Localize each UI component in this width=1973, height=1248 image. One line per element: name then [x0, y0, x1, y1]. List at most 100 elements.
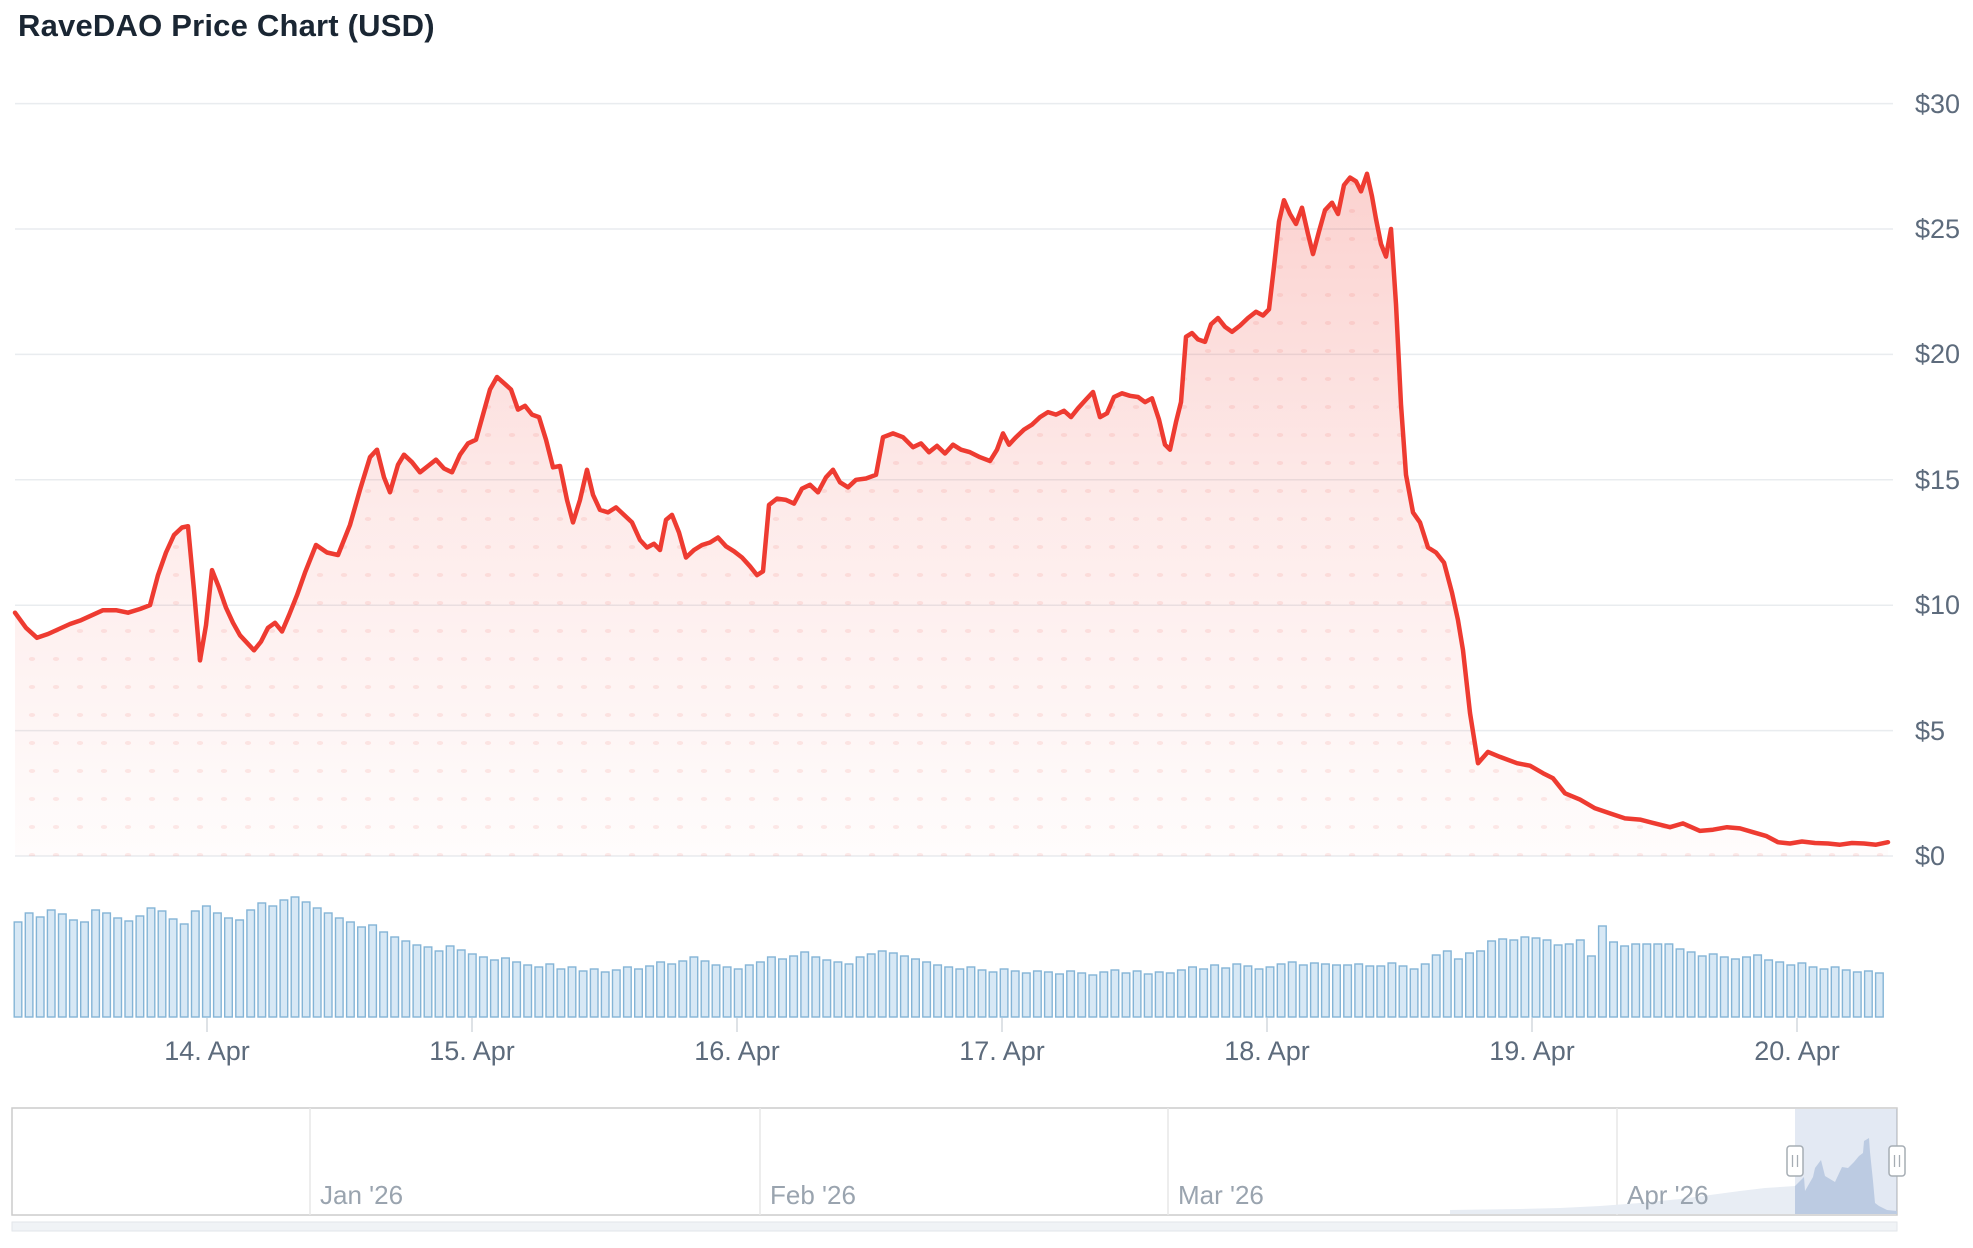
volume-bar [1852, 971, 1862, 1018]
volume-bar [1664, 943, 1674, 1018]
volume-bar [711, 964, 721, 1018]
volume-bar [434, 950, 444, 1018]
volume-bar [1143, 973, 1153, 1018]
volume-bar [600, 971, 610, 1018]
volume-bar [700, 960, 710, 1018]
volume-bar [1453, 958, 1463, 1018]
navigator-handle-right[interactable] [1888, 1145, 1906, 1177]
volume-bar [1409, 968, 1419, 1018]
volume-bar [523, 964, 533, 1018]
volume-bar [46, 909, 56, 1018]
price-line-series[interactable] [12, 171, 1891, 847]
y-axis-label: $30 [1915, 88, 1961, 119]
volume-bar [578, 970, 588, 1018]
volume-bar [1365, 965, 1375, 1018]
volume-bar [1066, 970, 1076, 1018]
navigator-month-label: Apr '26 [1627, 1180, 1709, 1210]
volume-bar [179, 923, 189, 1018]
handle-grip-body[interactable] [1786, 1145, 1804, 1177]
volume-bar [423, 946, 433, 1018]
volume-bar [412, 944, 422, 1018]
volume-bar [57, 913, 67, 1018]
volume-bar [1819, 968, 1829, 1018]
volume-bar [667, 963, 677, 1018]
volume-bar [79, 921, 89, 1018]
volume-bar [1531, 937, 1541, 1018]
volume-bar [1476, 950, 1486, 1018]
volume-bar [1464, 952, 1474, 1018]
volume-bar [146, 907, 156, 1018]
volume-bar [1121, 972, 1131, 1018]
volume-bar [246, 909, 256, 1018]
x-axis-label: 14. Apr [164, 1036, 250, 1066]
volume-bar [212, 912, 222, 1018]
volume-bar [1874, 972, 1884, 1018]
volume-bar [1187, 966, 1197, 1018]
volume-bar [13, 921, 23, 1018]
volume-bar [966, 966, 976, 1018]
volume-bar [1487, 940, 1497, 1018]
volume-bar [645, 965, 655, 1018]
volume-bar [1254, 968, 1264, 1018]
volume-bar [312, 907, 322, 1018]
volume-bar [1675, 948, 1685, 1018]
volume-bar [1708, 953, 1718, 1018]
volume-bar [279, 899, 289, 1018]
volume-bar [467, 953, 477, 1018]
volume-bar [1010, 970, 1020, 1018]
volume-bar [933, 964, 943, 1018]
volume-bar [1343, 964, 1353, 1018]
navigator-outline[interactable] [11, 1107, 1898, 1216]
volume-bar [988, 971, 998, 1018]
volume-bar [888, 952, 898, 1018]
volume-bar [1564, 943, 1574, 1018]
volume-bar [157, 910, 167, 1018]
volume-bar [24, 912, 34, 1018]
volume-bar [1597, 925, 1607, 1018]
chart-title: RaveDAO Price Chart (USD) [18, 8, 435, 43]
x-axis-label: 18. Apr [1224, 1036, 1310, 1066]
volume-bar [722, 966, 732, 1018]
volume-bar [1309, 962, 1319, 1018]
volume-bar [1021, 972, 1031, 1018]
x-axis-label: 19. Apr [1489, 1036, 1575, 1066]
volume-bar [689, 956, 699, 1018]
volume-bar [1797, 962, 1807, 1018]
volume-bar [1608, 941, 1618, 1018]
volume-bar [1398, 965, 1408, 1018]
volume-bar [201, 905, 211, 1018]
volume-bar [445, 945, 455, 1018]
volume-bar [1741, 956, 1751, 1018]
volume-bar [534, 966, 544, 1018]
volume-bar [833, 961, 843, 1018]
volume-bar [1354, 963, 1364, 1018]
volume-bar [622, 966, 632, 1018]
y-axis-label: $10 [1915, 590, 1961, 621]
volume-bar [1863, 970, 1873, 1018]
volume-bar [1032, 970, 1042, 1018]
volume-bar [1730, 958, 1740, 1018]
volume-bar [733, 968, 743, 1018]
volume-bar [1099, 971, 1109, 1018]
volume-bar [456, 949, 466, 1018]
navigator-handle-left[interactable] [1786, 1145, 1804, 1177]
x-axis-label: 16. Apr [694, 1036, 780, 1066]
volume-bar [800, 951, 810, 1018]
x-axis-label: 20. Apr [1754, 1036, 1840, 1066]
volume-bar [1331, 964, 1341, 1018]
volume-bar [1620, 945, 1630, 1018]
volume-bar [1575, 939, 1585, 1018]
volume-bar [1686, 951, 1696, 1018]
volume-bar [1764, 959, 1774, 1018]
navigator-scrollbar-track[interactable] [11, 1221, 1898, 1232]
volume-bar [1132, 970, 1142, 1018]
volume-bar [1586, 955, 1596, 1018]
handle-grip-body[interactable] [1888, 1145, 1906, 1177]
volume-bar [955, 968, 965, 1018]
volume-bar [1154, 971, 1164, 1018]
volume-bar [1077, 972, 1087, 1018]
volume-bar [1631, 943, 1641, 1018]
volume-bar [223, 917, 233, 1018]
volume-bar [1265, 966, 1275, 1018]
